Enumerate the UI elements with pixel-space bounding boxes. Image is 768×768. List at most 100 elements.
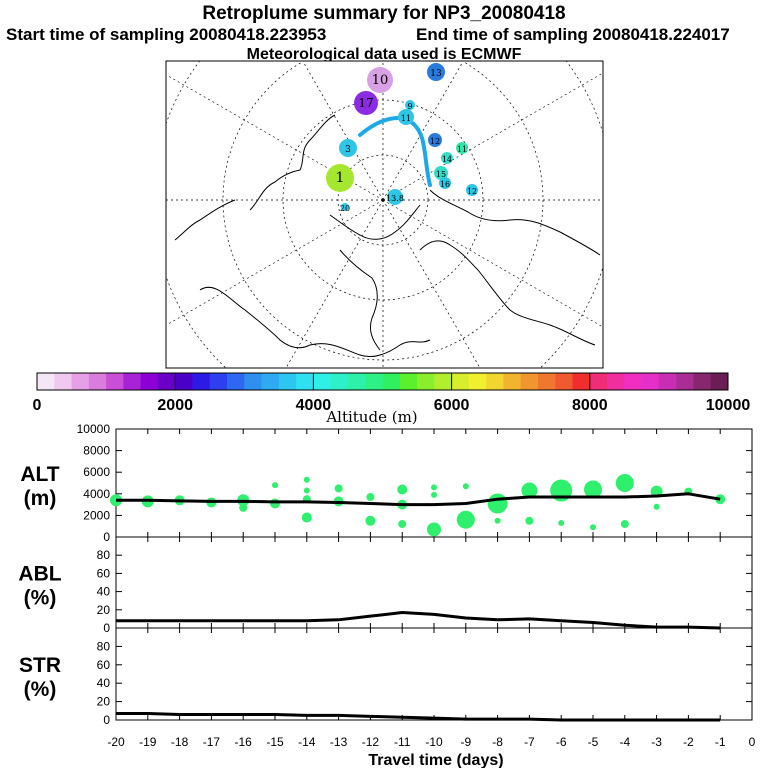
colorbar-cell: [244, 373, 263, 390]
plume-marker-label: 16: [440, 180, 450, 189]
colorbar-cell: [503, 373, 522, 390]
altitude-dot: [301, 512, 312, 523]
altitude-colorbar: 0 2000 4000 6000 8000 10000 Altitude (m): [33, 372, 751, 426]
colorbar-tick-label: 6000: [434, 397, 470, 414]
plume-marker: [405, 100, 415, 110]
y-tick-label: 4000: [83, 487, 110, 501]
altitude-dot: [487, 493, 508, 514]
colorbar-cell: [106, 373, 124, 390]
altitude-dot: [456, 510, 475, 529]
colorbar-cell: [382, 373, 401, 390]
meridian-line: [382, 199, 481, 368]
altitude-dot: [558, 519, 565, 526]
altitude-dot: [431, 484, 437, 491]
plume-marker-label: 9: [407, 102, 412, 111]
x-tick-label: 0: [749, 735, 756, 749]
x-tick-label: -5: [588, 735, 599, 749]
plume-marker: [398, 109, 414, 125]
altitude-dot: [431, 491, 437, 498]
chart-title: Retroplume summary for NP3_20080418: [202, 3, 566, 24]
plume-marker-label: 3: [345, 145, 351, 155]
colorbar-cell: [710, 373, 729, 390]
colorbar-cell: [54, 373, 73, 390]
plume-track: [358, 115, 432, 187]
colorbar-cell: [624, 373, 643, 390]
colorbar-cell: [520, 373, 539, 390]
plume-marker-label: 13: [430, 69, 442, 79]
plume-marker-label: 14: [442, 155, 452, 164]
x-tick-label: -4: [619, 735, 630, 749]
plume-marker-label: 17: [358, 96, 373, 110]
altitude-dot: [303, 476, 310, 483]
plume-marker: [339, 139, 357, 157]
x-tick-label: -8: [492, 735, 503, 749]
plume-marker: [441, 152, 453, 164]
y-tick-label: 20: [97, 695, 111, 709]
panel-ylabel-unit: (%): [24, 587, 57, 610]
y-tick-label: 20: [97, 603, 111, 617]
altitude-dot: [334, 484, 343, 493]
meridian-line: [166, 199, 384, 326]
plume-marker: [439, 177, 451, 189]
colorbar-cell: [641, 373, 660, 390]
altitude-dot: [427, 522, 441, 537]
panel-frame: [115, 627, 753, 721]
colorbar-cell: [37, 373, 55, 390]
altitude-dot: [397, 484, 408, 495]
plume-marker-label: 13.8: [386, 194, 404, 203]
colorbar-cell: [486, 373, 504, 390]
plume-marker-label: 1: [336, 170, 345, 186]
panel-ylabel: ABL: [18, 563, 61, 586]
altitude-dot: [620, 520, 629, 529]
altitude-dot: [521, 482, 538, 499]
panel-frame: [115, 428, 753, 538]
colorbar-cell: [434, 373, 453, 390]
plume-marker-label: 15: [436, 170, 446, 179]
colorbar-cell: [261, 373, 280, 390]
colorbar-tick-label: 10000: [706, 397, 751, 414]
colorbar-cell: [278, 373, 297, 390]
plume-marker: [427, 63, 445, 81]
x-tick-label: -15: [266, 735, 284, 749]
colorbar-cell: [365, 373, 383, 390]
plume-marker-label: 11: [457, 145, 467, 154]
y-tick-label: 6000: [83, 465, 110, 479]
y-tick-label: 0: [103, 621, 110, 635]
colorbar-cell: [676, 373, 694, 390]
altitude-dot: [366, 493, 375, 502]
plume-marker: [354, 91, 378, 115]
colorbar-cell: [313, 373, 332, 390]
colorbar-cell: [330, 373, 349, 390]
plume-marker: [387, 189, 403, 205]
x-tick-label: -14: [298, 735, 316, 749]
x-tick-label: -20: [107, 735, 125, 749]
plume-marker: [341, 203, 349, 211]
x-tick-label: -12: [362, 735, 380, 749]
panel-alt: 0 2000 4000 6000 8000 10000 ALT(m): [20, 422, 753, 544]
panel-ylabel-unit: (%): [24, 678, 57, 701]
y-tick-label: 60: [97, 566, 111, 580]
colorbar-cell: [175, 373, 193, 390]
x-tick-label: -6: [556, 735, 567, 749]
x-tick-label: -7: [524, 735, 535, 749]
x-tick-label: -9: [460, 735, 471, 749]
x-tick-label: -2: [683, 735, 694, 749]
plume-marker-label: 20: [340, 204, 350, 213]
colorbar-cell: [693, 373, 712, 390]
plume-marker-label: 12: [430, 137, 440, 146]
altitude-dot: [615, 474, 634, 492]
colorbar-cell: [227, 373, 245, 390]
y-tick-label: 10000: [77, 422, 111, 436]
plume-marker: [428, 133, 442, 147]
coast-canada: [329, 204, 421, 240]
plume-marker-label: 10: [372, 73, 389, 88]
panel-ylabel: STR: [19, 654, 61, 677]
colorbar-cell: [209, 373, 228, 390]
colorbar-cell: [296, 373, 314, 390]
sampling-times: Start time of sampling 20080418.223953 E…: [6, 25, 766, 49]
x-tick-label: -19: [139, 735, 157, 749]
plume-marker-label: 11: [401, 114, 411, 123]
y-tick-label: 40: [97, 676, 111, 690]
